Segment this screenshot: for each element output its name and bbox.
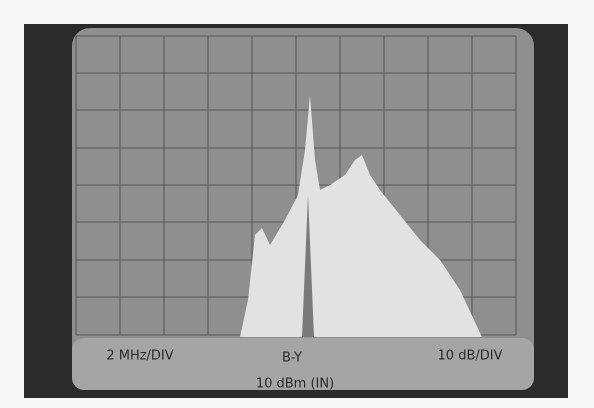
page: 2 MHz/DIV B-Y 10 dB/DIV 10 dBm (IN) (() … [0,0,594,408]
reference-level-label: 10 dBm (IN) [256,377,334,392]
marker-label: B-Y [282,351,302,366]
vertical-scale-label: 10 dB/DIV [438,349,503,364]
horizontal-scale-label: 2 MHz/DIV [106,349,173,364]
photo: 2 MHz/DIV B-Y 10 dB/DIV 10 dBm (IN) [0,0,594,408]
